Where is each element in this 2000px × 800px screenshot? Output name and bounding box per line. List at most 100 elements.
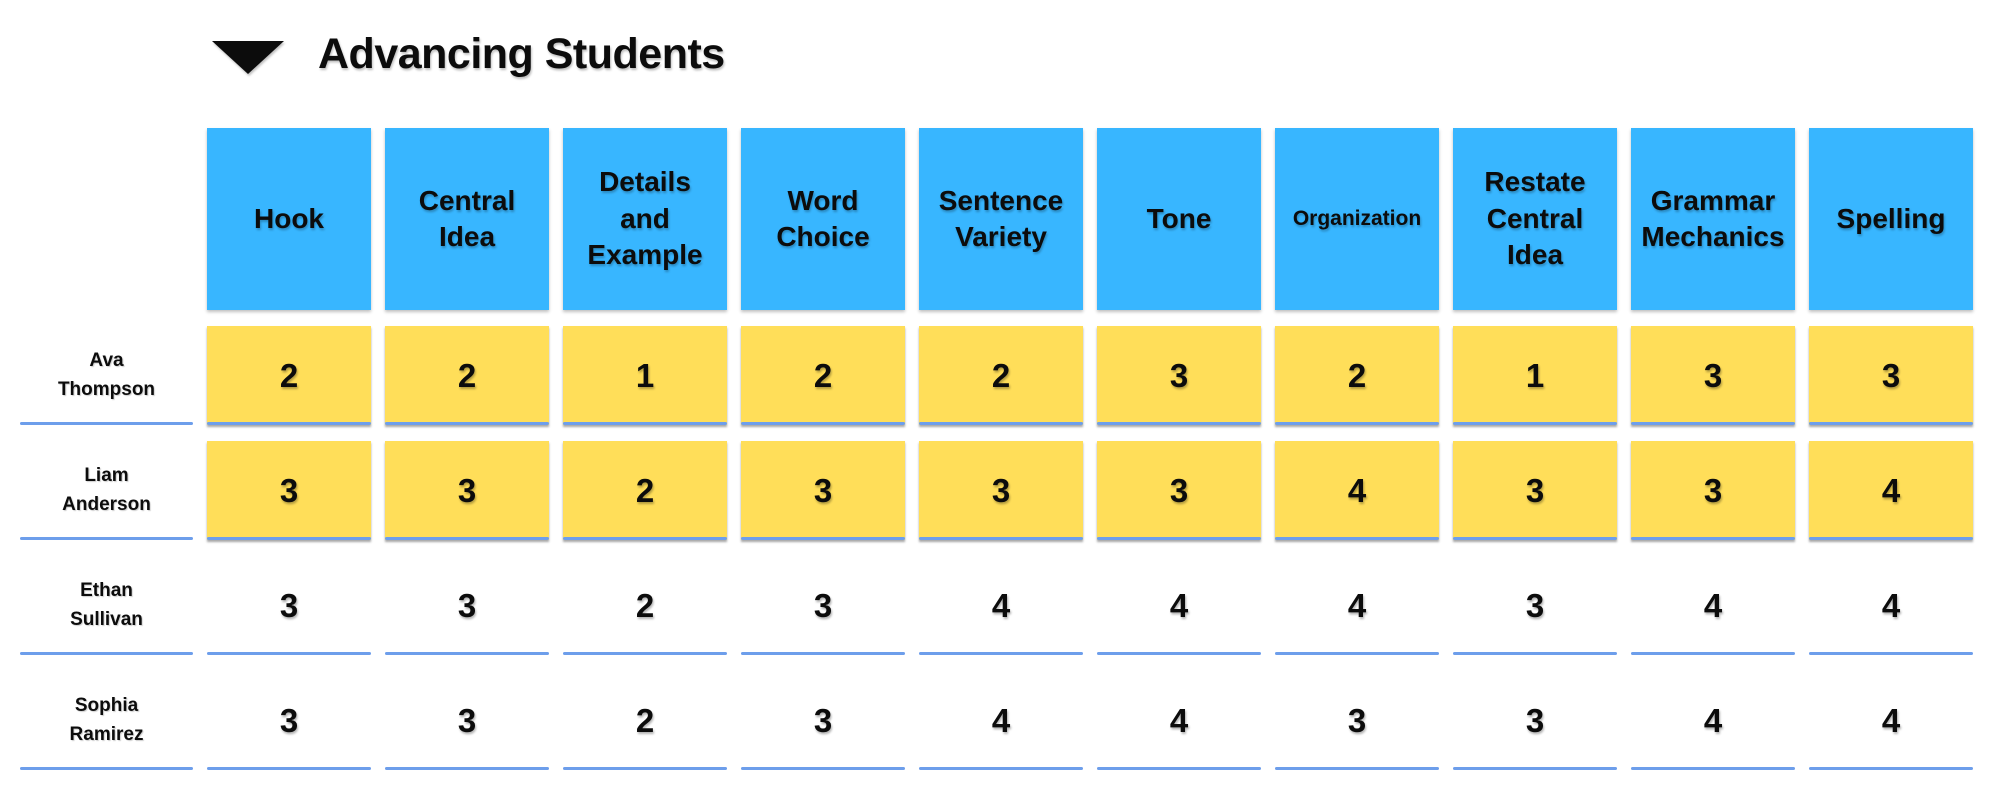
score-value: 3 bbox=[279, 586, 299, 624]
score-cell-liam-anderson-hook[interactable]: 3 bbox=[207, 441, 371, 540]
score-value: 3 bbox=[813, 701, 833, 739]
score-value: 3 bbox=[1347, 701, 1367, 739]
score-cell-ethan-sullivan-word-choice[interactable]: 3 bbox=[741, 556, 905, 655]
score-value: 3 bbox=[457, 471, 477, 509]
column-header-spelling[interactable]: Spelling bbox=[1809, 128, 1973, 310]
column-header-sentence-variety[interactable]: Sentence Variety bbox=[919, 128, 1083, 310]
collapse-triangle-icon[interactable] bbox=[212, 40, 284, 74]
column-header-hook[interactable]: Hook bbox=[207, 128, 371, 310]
score-cell-sophia-ramirez-organization[interactable]: 3 bbox=[1275, 671, 1439, 770]
score-cell-liam-anderson-organization[interactable]: 4 bbox=[1275, 441, 1439, 540]
column-header-word-choice[interactable]: Word Choice bbox=[741, 128, 905, 310]
column-header-restate-central-idea[interactable]: Restate Central Idea bbox=[1453, 128, 1617, 310]
score-cell-sophia-ramirez-hook[interactable]: 3 bbox=[207, 671, 371, 770]
score-cell-ava-thompson-details-and-example[interactable]: 1 bbox=[563, 326, 727, 425]
score-value: 4 bbox=[1703, 701, 1723, 739]
score-value: 4 bbox=[991, 586, 1011, 624]
table-corner-spacer bbox=[20, 128, 193, 310]
score-cell-liam-anderson-details-and-example[interactable]: 2 bbox=[563, 441, 727, 540]
score-value: 2 bbox=[635, 701, 655, 739]
score-cell-liam-anderson-restate-central-idea[interactable]: 3 bbox=[1453, 441, 1617, 540]
score-cell-liam-anderson-spelling[interactable]: 4 bbox=[1809, 441, 1973, 540]
score-cell-liam-anderson-tone[interactable]: 3 bbox=[1097, 441, 1261, 540]
score-cell-sophia-ramirez-tone[interactable]: 4 bbox=[1097, 671, 1261, 770]
student-name-cell-ethan-sullivan[interactable]: Ethan Sullivan bbox=[20, 556, 193, 655]
score-cell-ava-thompson-word-choice[interactable]: 2 bbox=[741, 326, 905, 425]
score-value: 4 bbox=[1881, 586, 1901, 624]
score-cell-ethan-sullivan-restate-central-idea[interactable]: 3 bbox=[1453, 556, 1617, 655]
score-value: 3 bbox=[279, 471, 299, 509]
student-name-cell-liam-anderson[interactable]: Liam Anderson bbox=[20, 441, 193, 540]
score-cell-ethan-sullivan-sentence-variety[interactable]: 4 bbox=[919, 556, 1083, 655]
section-title: Advancing Students bbox=[318, 29, 725, 78]
score-cell-liam-anderson-sentence-variety[interactable]: 3 bbox=[919, 441, 1083, 540]
score-value: 3 bbox=[1881, 356, 1901, 394]
score-cell-sophia-ramirez-grammar-mechanics[interactable]: 4 bbox=[1631, 671, 1795, 770]
score-value: 4 bbox=[1169, 586, 1189, 624]
score-cell-liam-anderson-central-idea[interactable]: 3 bbox=[385, 441, 549, 540]
score-cell-ava-thompson-restate-central-idea[interactable]: 1 bbox=[1453, 326, 1617, 425]
score-value: 3 bbox=[457, 586, 477, 624]
score-value: 1 bbox=[1525, 356, 1545, 394]
column-header-organization[interactable]: Organization bbox=[1275, 128, 1439, 310]
score-value: 3 bbox=[1703, 471, 1723, 509]
student-name-cell-sophia-ramirez[interactable]: Sophia Ramirez bbox=[20, 671, 193, 770]
student-name-label: Liam Anderson bbox=[62, 465, 151, 515]
column-header-label: Spelling bbox=[1836, 202, 1946, 234]
score-cell-ethan-sullivan-grammar-mechanics[interactable]: 4 bbox=[1631, 556, 1795, 655]
score-cell-sophia-ramirez-word-choice[interactable]: 3 bbox=[741, 671, 905, 770]
student-name-label: Sophia Ramirez bbox=[69, 695, 144, 745]
score-value: 4 bbox=[991, 701, 1011, 739]
score-value: 2 bbox=[279, 356, 299, 394]
column-header-tone[interactable]: Tone bbox=[1097, 128, 1261, 310]
column-header-label: Central Idea bbox=[418, 184, 516, 252]
score-value: 4 bbox=[1347, 471, 1367, 509]
score-cell-sophia-ramirez-central-idea[interactable]: 3 bbox=[385, 671, 549, 770]
score-cell-liam-anderson-word-choice[interactable]: 3 bbox=[741, 441, 905, 540]
column-header-label: Sentence Variety bbox=[938, 184, 1064, 252]
score-cell-ava-thompson-tone[interactable]: 3 bbox=[1097, 326, 1261, 425]
column-header-details-and-example[interactable]: Details and Example bbox=[563, 128, 727, 310]
section-header: Advancing Students bbox=[212, 30, 2000, 78]
score-cell-ava-thompson-hook[interactable]: 2 bbox=[207, 326, 371, 425]
score-value: 1 bbox=[635, 356, 655, 394]
column-header-central-idea[interactable]: Central Idea bbox=[385, 128, 549, 310]
student-name-cell-ava-thompson[interactable]: Ava Thompson bbox=[20, 326, 193, 425]
column-header-label: Word Choice bbox=[776, 184, 870, 252]
score-cell-ava-thompson-grammar-mechanics[interactable]: 3 bbox=[1631, 326, 1795, 425]
score-value: 3 bbox=[813, 471, 833, 509]
score-cell-ethan-sullivan-details-and-example[interactable]: 2 bbox=[563, 556, 727, 655]
score-cell-sophia-ramirez-restate-central-idea[interactable]: 3 bbox=[1453, 671, 1617, 770]
score-value: 3 bbox=[1525, 471, 1545, 509]
score-value: 3 bbox=[457, 701, 477, 739]
score-cell-ava-thompson-organization[interactable]: 2 bbox=[1275, 326, 1439, 425]
score-value: 4 bbox=[1703, 586, 1723, 624]
score-value: 3 bbox=[1703, 356, 1723, 394]
score-value: 3 bbox=[813, 586, 833, 624]
score-cell-ethan-sullivan-spelling[interactable]: 4 bbox=[1809, 556, 1973, 655]
score-value: 2 bbox=[457, 356, 477, 394]
score-cell-liam-anderson-grammar-mechanics[interactable]: 3 bbox=[1631, 441, 1795, 540]
score-value: 3 bbox=[279, 701, 299, 739]
score-cell-ethan-sullivan-tone[interactable]: 4 bbox=[1097, 556, 1261, 655]
score-cell-ava-thompson-central-idea[interactable]: 2 bbox=[385, 326, 549, 425]
student-name-label: Ava Thompson bbox=[57, 350, 156, 400]
score-value: 4 bbox=[1881, 471, 1901, 509]
score-value: 2 bbox=[991, 356, 1011, 394]
score-cell-sophia-ramirez-spelling[interactable]: 4 bbox=[1809, 671, 1973, 770]
column-header-label: Grammar Mechanics bbox=[1641, 184, 1785, 252]
score-cell-ethan-sullivan-hook[interactable]: 3 bbox=[207, 556, 371, 655]
score-cell-ethan-sullivan-organization[interactable]: 4 bbox=[1275, 556, 1439, 655]
score-cell-ava-thompson-sentence-variety[interactable]: 2 bbox=[919, 326, 1083, 425]
score-cell-ava-thompson-spelling[interactable]: 3 bbox=[1809, 326, 1973, 425]
column-header-label: Restate Central Idea bbox=[1484, 166, 1586, 271]
rubric-table: Hook Central Idea Details and Example Word … bbox=[20, 128, 2000, 770]
score-cell-ethan-sullivan-central-idea[interactable]: 3 bbox=[385, 556, 549, 655]
score-cell-sophia-ramirez-details-and-example[interactable]: 2 bbox=[563, 671, 727, 770]
score-cell-sophia-ramirez-sentence-variety[interactable]: 4 bbox=[919, 671, 1083, 770]
score-value: 2 bbox=[1347, 356, 1367, 394]
column-header-grammar-mechanics[interactable]: Grammar Mechanics bbox=[1631, 128, 1795, 310]
score-value: 2 bbox=[635, 471, 655, 509]
student-name-label: Ethan Sullivan bbox=[70, 580, 143, 630]
score-value: 3 bbox=[1525, 586, 1545, 624]
